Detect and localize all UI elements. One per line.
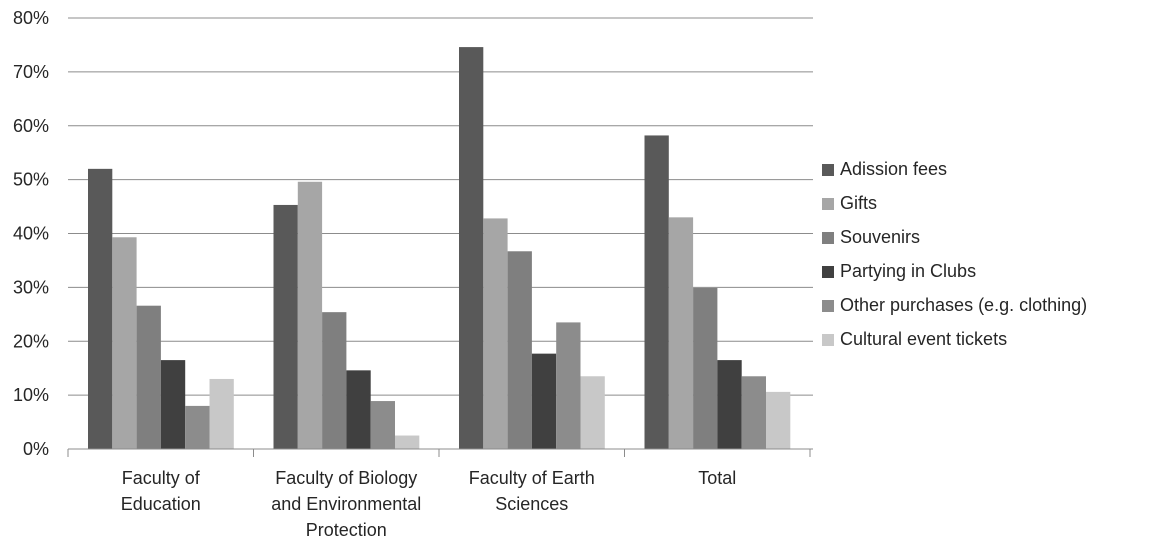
legend-label: Souvenirs [840,227,921,247]
legend-item: Gifts [822,190,1087,217]
y-tick-label: 60% [13,116,49,136]
y-tick-label: 20% [13,331,49,351]
gridlines [68,17,813,396]
y-tick-label: 80% [13,8,49,28]
x-category-label: Faculty of Biology and Environmental Prote… [271,468,421,540]
bar: Partying in Clubs: 17.7% [531,353,557,449]
legend-swatch [822,231,834,244]
bar: Partying in Clubs: 16.5% [160,360,186,449]
bar: Adission fees: 58.2% [644,135,669,449]
bar: Other purchases (e.g. clothing): 13.5% [741,376,766,449]
legend-swatch [822,333,834,346]
legend-label: Adission fees [840,159,948,179]
bar: Adission fees: 45.3% [273,204,298,449]
legend-item: Souvenirs [822,224,1087,251]
legend-swatch [822,197,834,210]
y-axis-tick-labels: 0% 10% 20% 30% 40% 50% 60% 70% 80% [13,8,49,459]
y-tick-label: 0% [23,439,49,459]
legend-label: Cultural event tickets [840,329,1008,349]
bar: Cultural event tickets: 2.5% [395,435,420,449]
bar: Gifts: 49.6% [297,181,323,449]
bars: Adission fees: 52%Gifts: 39.3%Souvenirs:… [88,47,791,449]
y-tick-label: 50% [13,170,49,190]
bar: Gifts: 43% [668,217,694,449]
x-axis [67,448,813,457]
bar: Adission fees: 52% [88,168,113,449]
bar: Other purchases (e.g. clothing): 8.9% [370,401,395,449]
bar: Cultural event tickets: 10.6% [766,391,791,449]
bar: Souvenirs: 29.9% [693,287,718,449]
legend-item: Adission fees [822,156,1087,183]
x-axis-category-labels: Faculty of Education Faculty of Biology and… [121,468,737,540]
y-tick-label: 10% [13,385,49,405]
bar: Cultural event tickets: 13% [209,378,234,449]
bar: Souvenirs: 26.6% [136,305,161,449]
legend-item: Cultural event tickets [822,326,1087,353]
bar: Gifts: 42.8% [483,218,508,449]
legend-swatch [822,299,834,312]
legend-item: Partying in Clubs [822,258,1087,285]
bar: Souvenirs: 25.4% [322,312,347,449]
bar: Souvenirs: 36.7% [507,251,532,449]
bar: Partying in Clubs: 16.5% [717,360,742,449]
bar: Cultural event tickets: 13.5% [580,376,605,449]
bar: Adission fees: 74.6% [459,47,484,449]
legend-swatch [822,163,834,176]
legend-swatch [822,265,834,278]
y-tick-label: 30% [13,277,49,297]
legend-item: Other purchases (e.g. clothing) [822,292,1087,319]
x-category-label: Faculty of Education [121,468,201,514]
bar: Other purchases (e.g. clothing): 8% [185,405,210,449]
x-category-label: Total [698,468,736,488]
bar: Gifts: 39.3% [112,237,137,449]
bar: Other purchases (e.g. clothing): 23.5% [556,322,581,449]
legend: Adission fees Gifts Souvenirs Partying in C… [822,156,1087,353]
bar: Partying in Clubs: 14.6% [346,370,371,449]
legend-label: Partying in Clubs [840,261,977,281]
x-category-label: Faculty of Earth Sciences [469,468,595,514]
y-tick-label: 70% [13,62,49,82]
legend-label: Other purchases (e.g. clothing) [840,295,1088,315]
legend-label: Gifts [840,193,878,213]
y-tick-label: 40% [13,224,49,244]
